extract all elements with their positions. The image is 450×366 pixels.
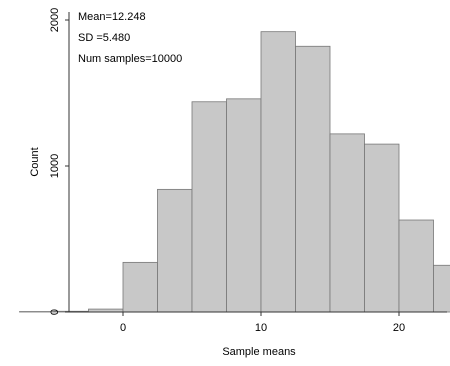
histogram-bar	[398, 219, 434, 313]
histogram-bar	[122, 261, 158, 313]
histogram-bar	[295, 45, 331, 313]
histogram-bar	[157, 188, 193, 313]
y-axis-ticks: 0 1000 2000	[49, 8, 69, 315]
y-tick-label: 1000	[49, 154, 61, 178]
histogram-bar	[226, 98, 262, 313]
histogram-bar	[260, 31, 296, 313]
y-axis-label: Count	[29, 147, 41, 176]
x-axis-label: Sample means	[222, 346, 296, 358]
histogram-bar	[364, 143, 400, 313]
y-tick-label: 2000	[49, 8, 61, 32]
histogram-bar	[329, 133, 365, 313]
sd-annotation: SD =5.480	[78, 32, 130, 44]
x-axis-ticks: 010203040	[120, 312, 405, 334]
histogram-bars	[19, 31, 450, 313]
num-samples-annotation: Num samples=10000	[78, 53, 182, 65]
histogram-bar	[191, 101, 227, 313]
x-tick-label: 0	[120, 322, 126, 334]
histogram-bar	[433, 264, 450, 313]
x-tick-label: 20	[393, 322, 405, 334]
x-tick-label: 10	[255, 322, 267, 334]
mean-annotation: Mean=12.248	[78, 11, 146, 23]
y-tick-label: 0	[49, 309, 61, 315]
